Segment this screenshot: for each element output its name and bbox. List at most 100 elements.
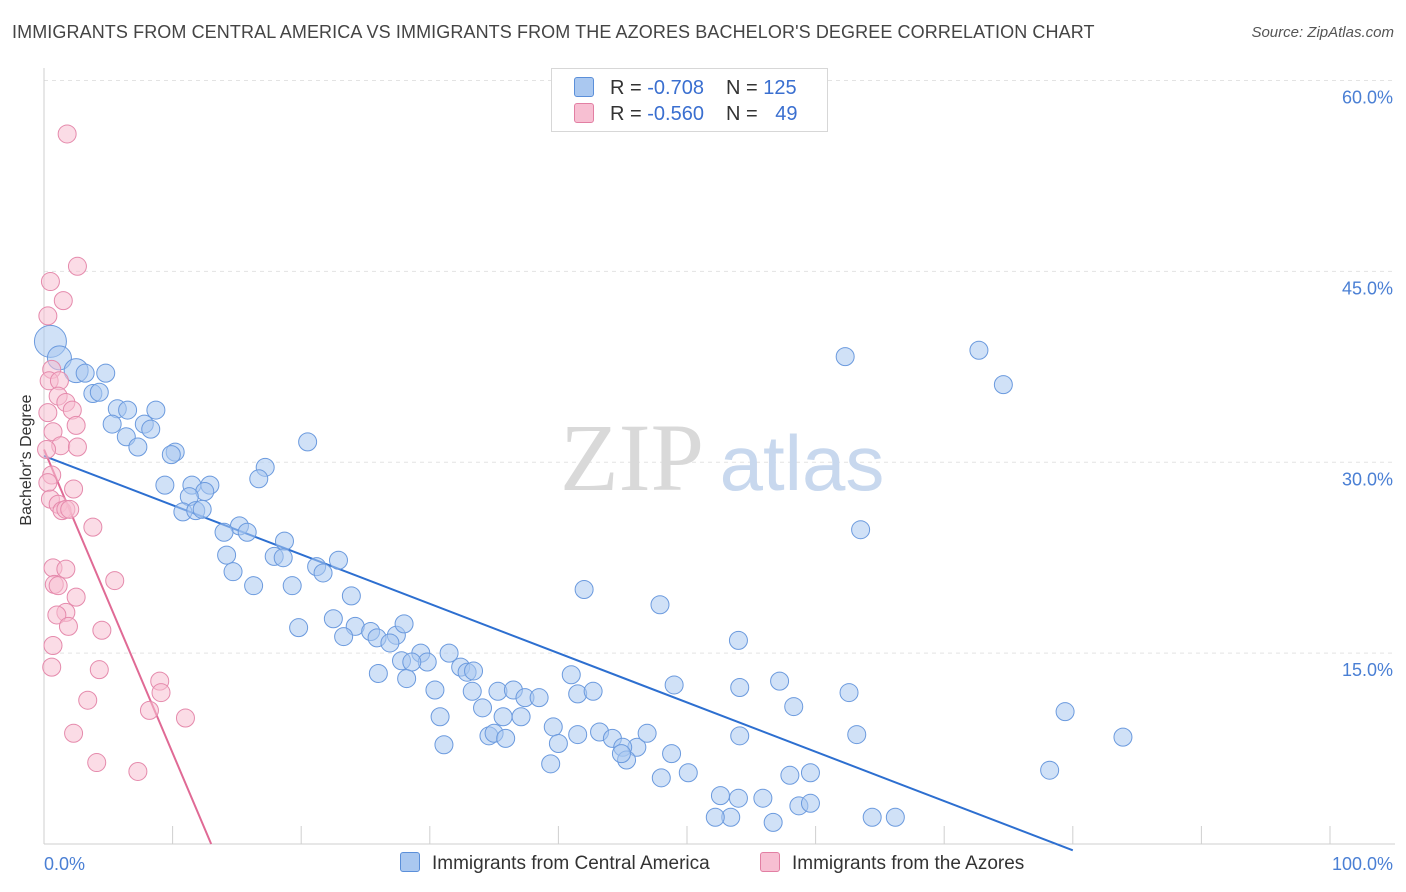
central-america-point	[161, 445, 181, 465]
azores-point	[66, 415, 86, 435]
azores-point	[78, 690, 98, 710]
chart-title: IMMIGRANTS FROM CENTRAL AMERICA VS IMMIG…	[12, 22, 1095, 42]
central-america-point	[548, 733, 568, 753]
grid-lines	[44, 80, 1395, 654]
central-america-point	[155, 475, 175, 495]
central-america-point	[282, 576, 302, 596]
central-america-point	[650, 595, 670, 615]
central-america-point	[223, 562, 243, 582]
central-america-point	[394, 614, 414, 634]
central-america-point	[273, 548, 293, 568]
central-america-point	[664, 675, 684, 695]
bottom-legend-label: Immigrants from the Azores	[792, 853, 1025, 874]
azores-point	[38, 473, 58, 493]
central-america-point	[96, 363, 116, 383]
central-america-point	[1055, 702, 1075, 722]
central-america-point	[568, 725, 588, 745]
central-america-point	[313, 563, 333, 583]
central-america-point	[763, 812, 783, 832]
legend-r-value: -0.708	[647, 77, 704, 99]
central-america-point	[425, 680, 445, 700]
legend-n-label: N =	[725, 103, 764, 125]
azores-point	[48, 576, 68, 596]
azores-point	[128, 761, 148, 781]
x-tick-label-min: 0.0%	[44, 854, 85, 874]
central-america-point	[217, 545, 237, 565]
bottom-legend-swatch-pink	[760, 852, 780, 872]
central-america-point	[574, 580, 594, 599]
central-america-point	[710, 786, 730, 806]
central-america-point	[464, 661, 484, 681]
central-america-point	[543, 717, 563, 737]
central-america-point	[662, 744, 682, 764]
tick-labels: 15.0% 30.0% 45.0% 60.0% 0.0% 100.0%	[44, 88, 1393, 875]
central-america-point	[146, 400, 166, 420]
bottom-legend-swatch-blue	[400, 852, 420, 872]
azores-point	[64, 479, 84, 499]
central-america-point	[651, 768, 671, 788]
central-america-point	[496, 728, 516, 748]
source-label: Source: ZipAtlas.com	[1251, 24, 1394, 41]
azores-point	[38, 403, 58, 423]
central-america-point	[780, 765, 800, 785]
central-america-point	[298, 432, 318, 452]
central-america-point	[800, 763, 820, 783]
bottom-legend-central-america: Immigrants from Central America	[400, 852, 710, 876]
azores-point	[67, 437, 87, 457]
azores-point	[83, 517, 103, 537]
azores-point	[60, 499, 80, 519]
watermark-zip: ZIP	[560, 404, 704, 511]
central-america-point	[473, 698, 493, 718]
central-america-point	[678, 763, 698, 783]
central-america-point	[611, 744, 631, 764]
azores-point	[89, 660, 109, 680]
central-america-point	[770, 671, 790, 691]
azores-point	[58, 616, 78, 636]
series-azores-points	[37, 124, 195, 781]
central-america-point	[637, 723, 657, 743]
central-america-point	[328, 550, 348, 570]
central-america-point	[784, 697, 804, 717]
central-america-point	[847, 725, 867, 745]
central-america-point	[993, 375, 1013, 395]
central-america-point	[583, 681, 603, 701]
central-america-point	[730, 677, 750, 697]
central-america-point	[341, 586, 361, 606]
y-tick-label: 45.0%	[1342, 278, 1393, 298]
central-america-point	[529, 688, 549, 708]
azores-point	[64, 723, 84, 743]
central-america-point	[402, 652, 422, 672]
y-tick-label: 30.0%	[1342, 469, 1393, 489]
legend-r-value: -0.560	[647, 103, 704, 125]
y-tick-label: 15.0%	[1342, 660, 1393, 680]
central-america-point	[541, 754, 561, 774]
central-america-point	[368, 663, 388, 683]
central-america-point	[561, 665, 581, 685]
legend-n-value: 49	[775, 103, 798, 125]
watermark-atlas: atlas	[720, 419, 885, 507]
central-america-point	[800, 793, 820, 813]
central-america-point	[439, 643, 459, 663]
legend-r-label: R =	[610, 103, 648, 125]
central-america-point	[89, 382, 109, 402]
central-america-point	[75, 363, 95, 383]
central-america-point	[969, 340, 989, 360]
y-tick-label: 60.0%	[1342, 88, 1393, 108]
legend-swatch-blue	[574, 77, 594, 97]
central-america-point	[728, 630, 748, 650]
x-tick-label-max: 100.0%	[1332, 854, 1393, 874]
legend-box: R = -0.708 N = 125 R = -0.560 N = 49	[551, 68, 828, 132]
central-america-point	[192, 499, 212, 519]
azores-point	[47, 605, 67, 625]
bottom-legend-azores: Immigrants from the Azores	[760, 852, 1024, 876]
central-america-point	[323, 609, 343, 629]
central-america-point	[274, 531, 294, 551]
central-america-point	[141, 419, 161, 439]
legend-swatch-pink	[574, 103, 594, 123]
azores-point	[105, 571, 125, 591]
azores-point	[57, 124, 77, 144]
central-america-point	[102, 414, 122, 434]
central-america-point	[705, 807, 725, 827]
azores-point	[53, 291, 73, 311]
azores-point	[43, 635, 63, 655]
